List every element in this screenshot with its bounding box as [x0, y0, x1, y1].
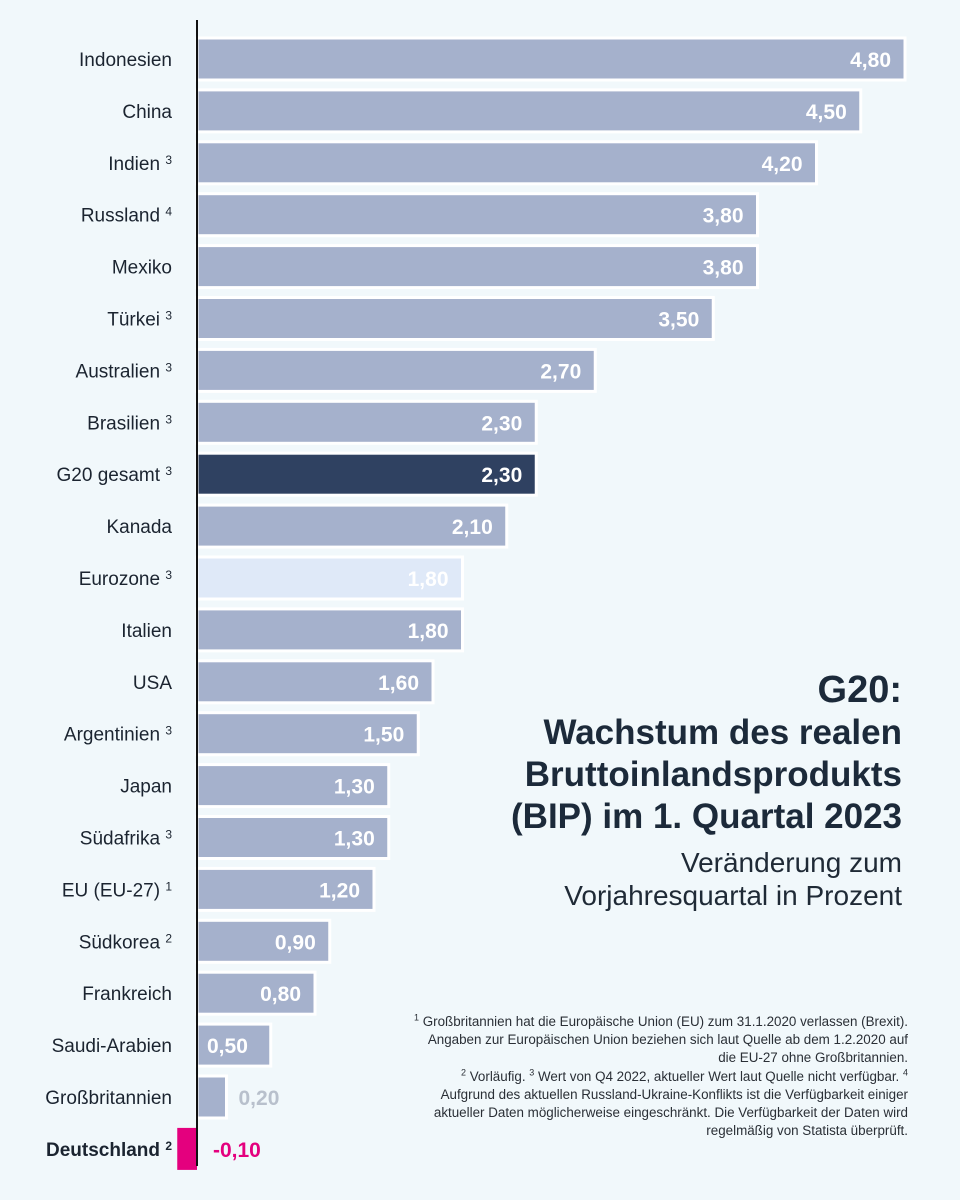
category-label-mexiko: Mexiko	[112, 258, 172, 279]
footnote-text: Großbritannien hat die Europäische Union…	[419, 1014, 908, 1066]
category-label-frankreich: Frankreich	[82, 984, 172, 1005]
category-label-indien: Indien 3	[108, 153, 172, 175]
footnotes: 1 Großbritannien hat die Europäische Uni…	[408, 1013, 908, 1140]
bar-russland	[195, 192, 759, 238]
category-label-indonesien: Indonesien	[79, 50, 172, 71]
category-label-argentinien: Argentinien 3	[64, 724, 172, 746]
bar-indonesien	[195, 36, 907, 82]
bar-australien	[195, 347, 597, 393]
footnote-mark: 1	[413, 1012, 419, 1023]
bar-frankreich	[195, 970, 317, 1016]
value-label-indonesien: 4,80	[850, 49, 891, 72]
bars-group	[177, 36, 907, 1170]
bar-italien	[195, 607, 464, 653]
category-label-japan: Japan	[120, 777, 172, 798]
category-label-eu-eu-27: EU (EU-27) 1	[62, 879, 172, 901]
footnote-mark: 3	[529, 1067, 535, 1078]
category-label-russland: Russland 4	[81, 205, 173, 227]
value-label-saudi-arabien: 0,50	[207, 1035, 248, 1058]
footnote-text: Wert von Q4 2022, aktueller Wert laut Qu…	[534, 1068, 903, 1084]
value-labels-group: 4,80 4,50 4,20 3,80 3,80 3,50 2,70 2,30 2,30 2,10…	[207, 49, 891, 1162]
category-label-brasilien: Brasilien 3	[87, 412, 172, 434]
chart-title-line-2: Wachstum des realen	[543, 713, 902, 752]
category-label-saudi-arabien: Saudi-Arabien	[52, 1036, 172, 1057]
footnote-1: 1 Großbritannien hat die Europäische Uni…	[408, 1013, 908, 1068]
value-label-eurozone: 1,80	[408, 568, 449, 591]
chart-subtitle-line-1: Veränderung zum	[680, 847, 902, 878]
value-label-china: 4,50	[806, 101, 847, 124]
value-label-mexiko: 3,80	[703, 257, 744, 280]
category-label-usa: USA	[133, 673, 172, 694]
category-label-großbritannien: Großbritannien	[45, 1088, 172, 1109]
bar-argentinien	[195, 711, 420, 757]
value-label-frankreich: 0,80	[260, 983, 301, 1006]
value-label-südkorea: 0,90	[275, 931, 316, 954]
category-label-australien: Australien 3	[76, 360, 173, 382]
value-label-russland: 3,80	[703, 205, 744, 228]
category-label-eurozone: Eurozone 3	[79, 568, 173, 590]
value-label-italien: 1,80	[408, 620, 449, 643]
value-label-türkei: 3,50	[658, 309, 699, 332]
bar-großbritannien	[195, 1074, 228, 1120]
value-label-indien: 4,20	[762, 153, 803, 176]
footnote-mark: 2	[460, 1067, 466, 1078]
value-label-g20-gesamt: 2,30	[481, 464, 522, 487]
bar-deutschland	[177, 1127, 197, 1170]
chart-title-line-4: (BIP) im 1. Quartal 2023	[511, 797, 902, 836]
value-label-südafrika: 1,30	[334, 828, 375, 851]
category-label-deutschland: Deutschland 2	[46, 1139, 172, 1161]
category-label-g20-gesamt: G20 gesamt 3	[57, 464, 173, 486]
category-labels-group: Indonesien China Indien 3 Russland 4 Mexiko T…	[45, 50, 172, 1161]
category-label-italien: Italien	[121, 621, 172, 642]
bar-usa	[195, 659, 435, 705]
chart-subtitle-line-2: Vorjahresquartal in Prozent	[564, 880, 902, 911]
value-label-kanada: 2,10	[452, 516, 493, 539]
value-label-argentinien: 1,50	[363, 724, 404, 747]
category-label-türkei: Türkei 3	[107, 309, 172, 331]
category-label-china: China	[122, 102, 172, 123]
bar-indien	[195, 140, 818, 186]
chart-title-line-3: Bruttoinlandsprodukts	[524, 755, 902, 794]
chart-title-line-1: G20:	[817, 669, 902, 711]
footnote-mark: 4	[902, 1067, 908, 1078]
value-label-japan: 1,30	[334, 776, 375, 799]
bar-eurozone	[195, 555, 464, 601]
bar-china	[195, 88, 863, 134]
category-label-südkorea: Südkorea 2	[79, 931, 173, 953]
bar-mexiko	[195, 244, 759, 290]
bar-türkei	[195, 296, 715, 341]
footnote-text: Vorläufig.	[466, 1068, 530, 1084]
value-label-deutschland: -0,10	[213, 1139, 261, 1162]
category-label-kanada: Kanada	[106, 517, 172, 538]
footnote-2-3-4: 2 Vorläufig. 3 Wert von Q4 2022, aktuell…	[408, 1068, 908, 1141]
value-label-großbritannien: 0,20	[239, 1087, 280, 1110]
bar-saudi-arabien	[195, 1022, 273, 1068]
value-label-usa: 1,60	[378, 672, 419, 695]
chart-title-block: G20: Wachstum des realen Bruttoinlandspr…	[342, 668, 902, 912]
value-label-eu-eu-27: 1,20	[319, 879, 360, 902]
value-label-brasilien: 2,30	[481, 412, 522, 435]
footnote-text: Aufgrund des aktuellen Russland-Ukraine-…	[433, 1086, 908, 1139]
category-label-südafrika: Südafrika 3	[80, 828, 173, 850]
value-label-australien: 2,70	[540, 360, 581, 383]
chart-subtitle: Veränderung zum Vorjahresquartal in Proz…	[342, 846, 902, 912]
